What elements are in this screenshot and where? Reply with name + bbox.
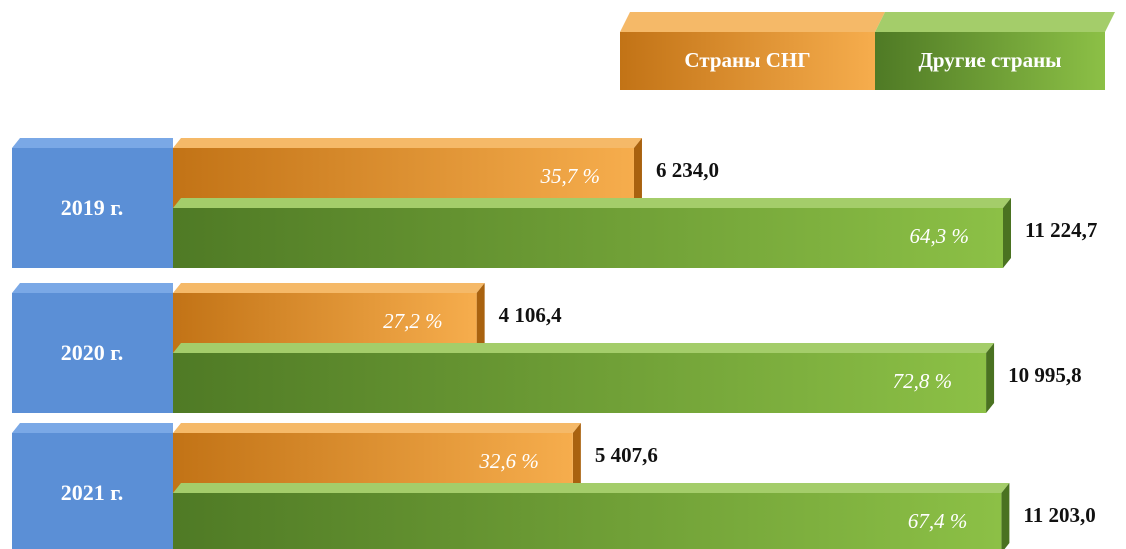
bar (173, 493, 1002, 549)
bar-top (173, 423, 581, 433)
share-label: 32,6 % (478, 449, 539, 473)
legend-label: Другие страны (918, 48, 1061, 72)
share-label: 64,3 % (910, 224, 970, 248)
value-label: 5 407,6 (595, 443, 658, 467)
category-box (12, 293, 173, 413)
value-label: 6 234,0 (656, 158, 719, 182)
bar-top (173, 343, 995, 353)
bar-top (173, 198, 1011, 208)
bar (173, 353, 987, 413)
category-label: 2019 г. (61, 195, 124, 220)
bar (173, 208, 1003, 268)
share-label: 67,4 % (908, 509, 968, 533)
legend-label: Страны СНГ (684, 48, 810, 72)
bar-side (633, 138, 642, 208)
bar-top (173, 138, 642, 148)
value-label: 11 203,0 (1023, 503, 1095, 527)
share-label: 72,8 % (893, 369, 953, 393)
category-top (12, 138, 173, 148)
bar-side (476, 283, 485, 353)
category-box (12, 148, 173, 268)
category-label: 2021 г. (61, 480, 124, 505)
category-label: 2020 г. (61, 340, 124, 365)
category-top (12, 283, 173, 293)
legend-top (875, 12, 1115, 32)
share-label: 35,7 % (539, 164, 600, 188)
bar-side (572, 423, 581, 493)
category-box (12, 433, 173, 549)
bar-top (173, 483, 1010, 493)
bar-side (986, 343, 995, 413)
category-top (12, 423, 173, 433)
legend-swatch (620, 32, 875, 90)
share-label: 27,2 % (383, 309, 443, 333)
value-label: 10 995,8 (1008, 363, 1082, 387)
legend-swatch (875, 32, 1105, 90)
value-label: 4 106,4 (499, 303, 563, 327)
legend-top (620, 12, 885, 32)
bar-top (173, 283, 485, 293)
value-label: 11 224,7 (1025, 218, 1097, 242)
bar-side (1001, 483, 1010, 549)
bar-side (1003, 198, 1011, 268)
